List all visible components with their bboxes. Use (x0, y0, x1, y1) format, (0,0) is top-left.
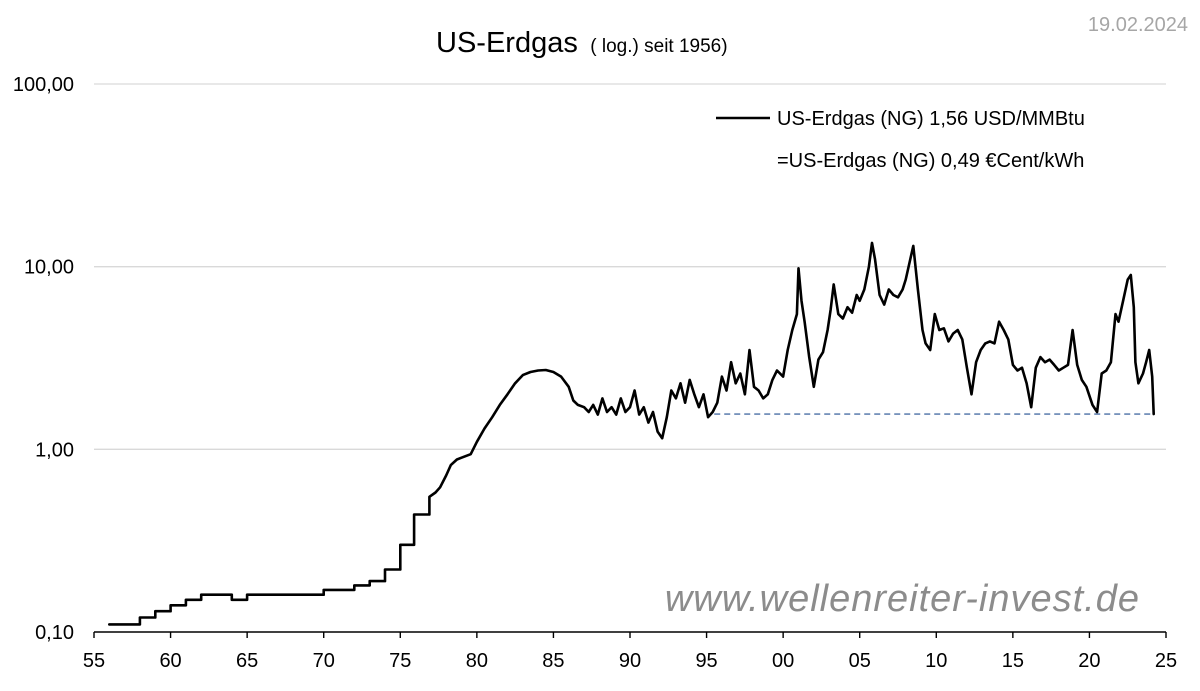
y-tick-label: 10,00 (24, 257, 74, 279)
x-tick-label: 85 (542, 650, 564, 672)
series-line-us-erdgas (108, 241, 1155, 626)
chart-title: US-Erdgas ( log.) seit 1956) (436, 27, 728, 59)
y-tick-label: 1,00 (35, 439, 74, 461)
y-tick-label: 0,10 (35, 622, 74, 644)
x-tick-label: 10 (925, 650, 947, 672)
x-tick-label: 25 (1155, 650, 1177, 672)
x-tick-label: 00 (772, 650, 794, 672)
x-tick-label: 75 (389, 650, 411, 672)
x-tick-label: 20 (1078, 650, 1100, 672)
watermark: www.wellenreiter-invest.de (665, 578, 1140, 620)
x-tick-label: 80 (466, 650, 488, 672)
x-axis-ticks: 55 60 65 70 75 80 85 90 95 00 05 10 15 20 25 (83, 632, 1177, 672)
legend: US-Erdgas (NG) 1,56 USD/MMBtu =US-Erdgas… (716, 108, 1085, 172)
chart-subtitle: ( log.) seit 1956) (590, 36, 727, 57)
y-axis-ticks: 0,10 1,00 10,00 100,00 (13, 74, 74, 644)
legend-entry-eur: =US-Erdgas (NG) 0,49 €Cent/kWh (777, 150, 1084, 172)
x-tick-label: 65 (236, 650, 258, 672)
x-tick-label: 60 (159, 650, 181, 672)
date-label: 19.02.2024 (1088, 14, 1188, 36)
legend-entry-usd: US-Erdgas (NG) 1,56 USD/MMBtu (777, 108, 1085, 130)
gridlines (94, 83, 1166, 450)
x-tick-label: 90 (619, 650, 641, 672)
x-tick-label: 95 (695, 650, 717, 672)
y-tick-label: 100,00 (13, 74, 74, 96)
x-tick-label: 55 (83, 650, 105, 672)
x-tick-label: 70 (313, 650, 335, 672)
x-tick-label: 15 (1002, 650, 1024, 672)
chart-title-main: US-Erdgas (436, 27, 578, 59)
x-tick-label: 05 (849, 650, 871, 672)
